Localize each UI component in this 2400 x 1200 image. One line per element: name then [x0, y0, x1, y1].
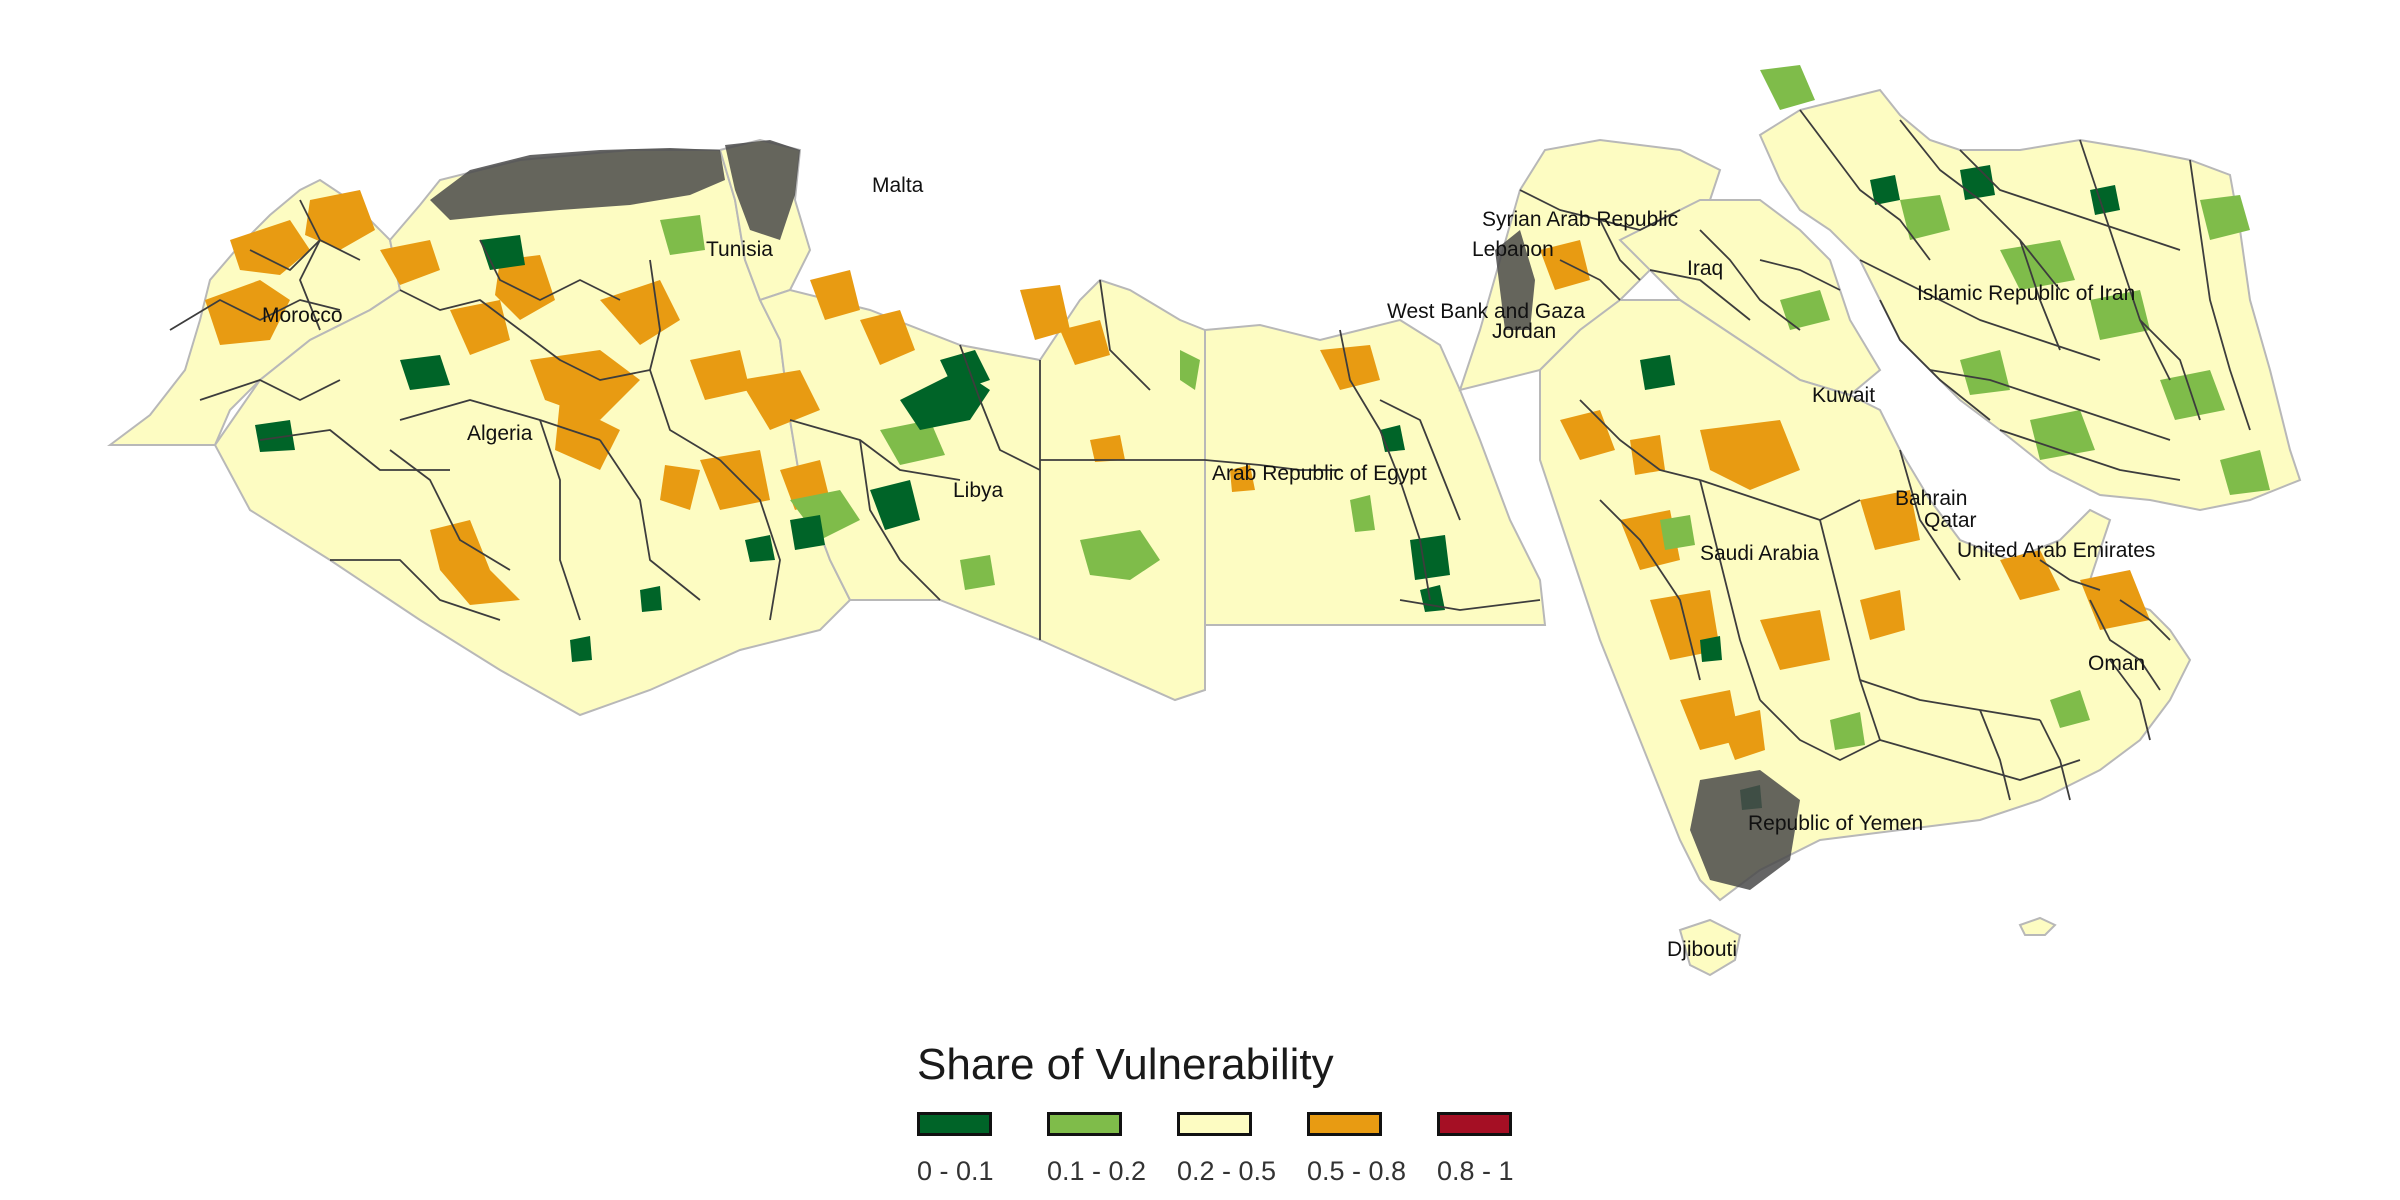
legend-swatch	[1307, 1112, 1382, 1136]
legend: Share of Vulnerability 0 - 0.1 0.1 - 0.2…	[917, 1040, 1617, 1190]
label-morocco: Morocco	[262, 304, 343, 327]
label-kuwait: Kuwait	[1812, 384, 1875, 407]
label-algeria: Algeria	[467, 422, 533, 445]
legend-swatch	[917, 1112, 992, 1136]
label-uae: United Arab Emirates	[1957, 539, 2155, 562]
label-malta: Malta	[872, 174, 924, 197]
patches-orange	[205, 190, 2150, 760]
label-iraq: Iraq	[1687, 257, 1723, 280]
legend-swatch	[1437, 1112, 1512, 1136]
label-syria: Syrian Arab Republic	[1482, 208, 1678, 231]
legend-swatch	[1047, 1112, 1122, 1136]
legend-label: 0.2 - 0.5	[1177, 1156, 1277, 1186]
label-iran: Islamic Republic of Iran	[1917, 282, 2135, 305]
label-egypt: Arab Republic of Egypt	[1212, 462, 1427, 485]
label-tunisia: Tunisia	[706, 238, 773, 261]
label-saudi-arabia: Saudi Arabia	[1700, 542, 1819, 565]
legend-title: Share of Vulnerability	[917, 1040, 1334, 1089]
label-qatar: Qatar	[1924, 509, 1977, 532]
label-jordan: Jordan	[1492, 320, 1556, 343]
legend-label: 0 - 0.1	[917, 1156, 994, 1186]
label-oman: Oman	[2088, 652, 2145, 675]
legend-label: 0.5 - 0.8	[1307, 1156, 1407, 1186]
legend-item-0-0.1: 0 - 0.1	[917, 1112, 1037, 1192]
label-lebanon: Lebanon	[1472, 238, 1554, 261]
legend-item-0.2-0.5: 0.2 - 0.5	[1177, 1112, 1297, 1192]
island-shape	[2018, 916, 2057, 936]
label-bahrain: Bahrain	[1895, 487, 1967, 510]
patches-light-green	[660, 65, 2270, 750]
legend-swatch	[1177, 1112, 1252, 1136]
label-west-bank-gaza: West Bank and Gaza	[1387, 300, 1585, 323]
legend-label: 0.8 - 1	[1437, 1156, 1514, 1186]
legend-item-0.8-1: 0.8 - 1	[1437, 1112, 1557, 1192]
dense-boundary-clusters	[430, 140, 1800, 890]
label-djibouti: Djibouti	[1667, 938, 1737, 961]
djibouti-shape	[1678, 918, 1742, 977]
label-yemen: Republic of Yemen	[1748, 812, 1923, 835]
admin-boundaries	[169, 109, 2251, 801]
legend-item-0.1-0.2: 0.1 - 0.2	[1047, 1112, 1167, 1192]
country-labels: Malta Tunisia Morocco Algeria Libya Arab…	[262, 174, 2155, 961]
legend-label: 0.1 - 0.2	[1047, 1156, 1147, 1186]
legend-item-0.5-0.8: 0.5 - 0.8	[1307, 1112, 1427, 1192]
label-libya: Libya	[953, 479, 1004, 502]
